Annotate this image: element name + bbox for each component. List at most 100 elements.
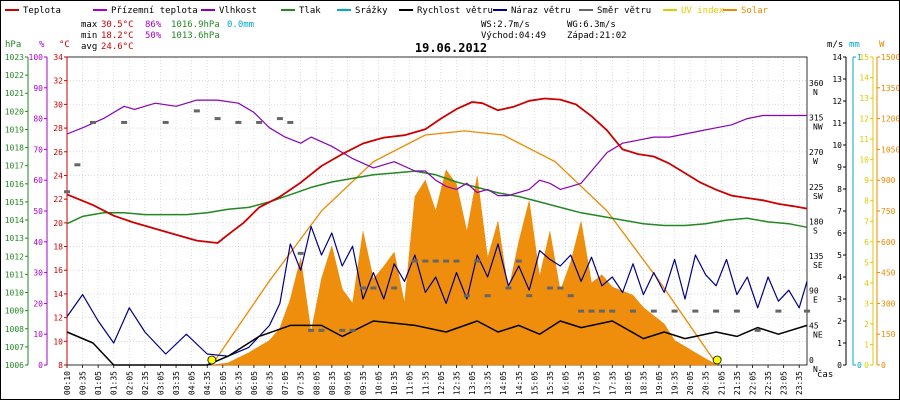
uv-axis-tick-label: 1 bbox=[864, 340, 869, 349]
wind-direction-mark bbox=[89, 120, 96, 124]
degc-axis-tick-label: 30 bbox=[53, 100, 63, 109]
wind-direction-mark bbox=[692, 309, 699, 313]
legend: Teplota Přízemní teplota Vlhkost Tlak Srážky… bbox=[5, 6, 769, 16]
dir-degree-label: 270 bbox=[809, 148, 824, 157]
x-tick-label: 00:35 bbox=[79, 371, 88, 395]
ms-axis-tick-label: 7 bbox=[837, 207, 842, 216]
legend-label: Směr větru bbox=[597, 6, 651, 16]
x-tick-label: 18:35 bbox=[639, 371, 648, 395]
wind-direction-mark bbox=[733, 309, 740, 313]
degc-axis-tick-label: 18 bbox=[53, 243, 63, 252]
x-tick-label: 15:35 bbox=[546, 371, 555, 395]
x-tick-label: 17:35 bbox=[608, 371, 617, 395]
wind-direction-mark bbox=[318, 328, 325, 332]
stats-max-label: max bbox=[81, 20, 98, 30]
x-tick-label: 23:05 bbox=[780, 371, 789, 395]
series-layer bbox=[64, 97, 810, 366]
x-tick-label: 13:05 bbox=[468, 371, 477, 395]
wind-direction-mark bbox=[775, 309, 782, 313]
x-tick-label: 06:05 bbox=[250, 371, 259, 395]
x-tick-label: 03:35 bbox=[172, 371, 181, 395]
legend-label: UV index bbox=[681, 6, 725, 16]
hpa-axis-tick-label: 1009 bbox=[5, 307, 24, 316]
hpa-axis-tick-label: 1022 bbox=[5, 71, 24, 80]
pct-axis-tick-label: 20 bbox=[33, 299, 43, 308]
x-tick-label: 01:35 bbox=[110, 371, 119, 395]
wind-direction-mark bbox=[609, 309, 616, 313]
wm2-axis-tick-label: 1200 bbox=[881, 115, 899, 124]
dir-degree-label: 180 bbox=[809, 217, 824, 226]
x-axis-ticks: 00:10 00:35 01:05 01:35 02:05 02:35 03:05 03:35… bbox=[63, 365, 804, 395]
legend-label: Vlhkost bbox=[219, 6, 257, 16]
x-tick-label: 15:05 bbox=[530, 371, 539, 395]
hpa-axis-tick-label: 1014 bbox=[5, 216, 24, 225]
degc-axis-tick-label: 26 bbox=[53, 148, 63, 157]
dir-tick-label: NW bbox=[813, 122, 823, 131]
uv-axis-tick-label: 2 bbox=[864, 320, 869, 329]
pct-axis-tick-label: 50 bbox=[33, 207, 43, 216]
wind-direction-mark bbox=[630, 309, 637, 313]
uv-axis-tick-label: 6 bbox=[864, 238, 869, 247]
wind-direction-mark bbox=[713, 309, 720, 313]
wind-direction-mark bbox=[360, 286, 366, 290]
hpa-axis-tick-label: 1023 bbox=[5, 53, 24, 62]
uv-axis-tick-label: 10 bbox=[859, 156, 869, 165]
dir-degree-label: 360 bbox=[809, 79, 824, 88]
hpa-axis-tick-label: 1008 bbox=[5, 325, 24, 334]
uv-axis-tick-label: 13 bbox=[859, 94, 869, 103]
pct-axis-tick-label: 70 bbox=[33, 145, 43, 154]
ms-axis-tick-label: 8 bbox=[837, 185, 842, 194]
wind-direction-mark bbox=[162, 120, 169, 124]
wind-direction-mark bbox=[567, 294, 574, 298]
hpa-axis-tick-label: 1021 bbox=[5, 89, 24, 98]
ms-axis-tick-label: 3 bbox=[837, 295, 842, 304]
unit-hpa: hPa bbox=[5, 40, 21, 50]
hpa-axis-tick-label: 1018 bbox=[5, 144, 24, 153]
hpa-axis-tick-label: 1017 bbox=[5, 162, 24, 171]
wind-direction-mark bbox=[526, 294, 533, 298]
pct-axis-tick-label: 10 bbox=[33, 330, 43, 339]
sunset-marker bbox=[712, 355, 722, 365]
x-axis-label: čas bbox=[817, 369, 833, 380]
x-tick-label: 07:05 bbox=[281, 371, 290, 395]
degc-axis-tick-label: 20 bbox=[53, 219, 63, 228]
humidity-line bbox=[66, 99, 807, 197]
pressure-line bbox=[66, 170, 808, 229]
ms-axis-tick-label: 5 bbox=[837, 251, 842, 260]
pct-axis-tick-label: 0 bbox=[38, 361, 43, 370]
legend-label: Rychlost větru bbox=[417, 6, 493, 16]
wm2-axis-tick-label: 1350 bbox=[881, 84, 899, 93]
wind-direction-mark bbox=[650, 309, 657, 313]
x-tick-label: 11:35 bbox=[421, 371, 430, 395]
uv-axis-tick-label: 8 bbox=[864, 197, 869, 206]
dir-tick-label: N bbox=[813, 365, 818, 374]
x-tick-label: 04:05 bbox=[188, 371, 197, 395]
axes: 1006100710081009101010111012101310141015… bbox=[5, 53, 899, 374]
x-tick-label: 14:35 bbox=[515, 371, 524, 395]
x-tick-label: 20:35 bbox=[702, 371, 711, 395]
ms-axis-tick-label: 1 bbox=[837, 339, 842, 348]
x-tick-label: 11:05 bbox=[406, 371, 415, 395]
wm2-axis-tick-label: 150 bbox=[881, 330, 896, 339]
wind-direction-mark bbox=[349, 328, 356, 332]
stats-min-temp: 18.2°C bbox=[101, 31, 134, 41]
x-tick-label: 03:05 bbox=[156, 371, 165, 395]
wm2-axis-tick-label: 0 bbox=[881, 361, 886, 370]
hpa-axis-tick-label: 1012 bbox=[5, 252, 24, 261]
solar-theoretical-line bbox=[211, 130, 718, 366]
ms-axis-tick-label: 10 bbox=[832, 141, 842, 150]
wind-direction-mark bbox=[411, 259, 418, 263]
wind-direction-mark bbox=[308, 328, 315, 332]
wind-direction-mark bbox=[214, 117, 221, 121]
dir-tick-label: SE bbox=[813, 261, 823, 270]
x-tick-label: 12:35 bbox=[452, 371, 461, 395]
wind-direction-mark bbox=[515, 259, 522, 263]
dir-tick-label: N bbox=[813, 88, 818, 97]
uv-axis-tick-label: 7 bbox=[864, 217, 869, 226]
x-tick-label: 01:05 bbox=[94, 371, 103, 395]
wind-direction-mark bbox=[804, 309, 810, 313]
wind-direction-mark bbox=[235, 120, 242, 124]
stats-min-label: min bbox=[81, 31, 97, 41]
wind-direction-mark bbox=[443, 259, 450, 263]
